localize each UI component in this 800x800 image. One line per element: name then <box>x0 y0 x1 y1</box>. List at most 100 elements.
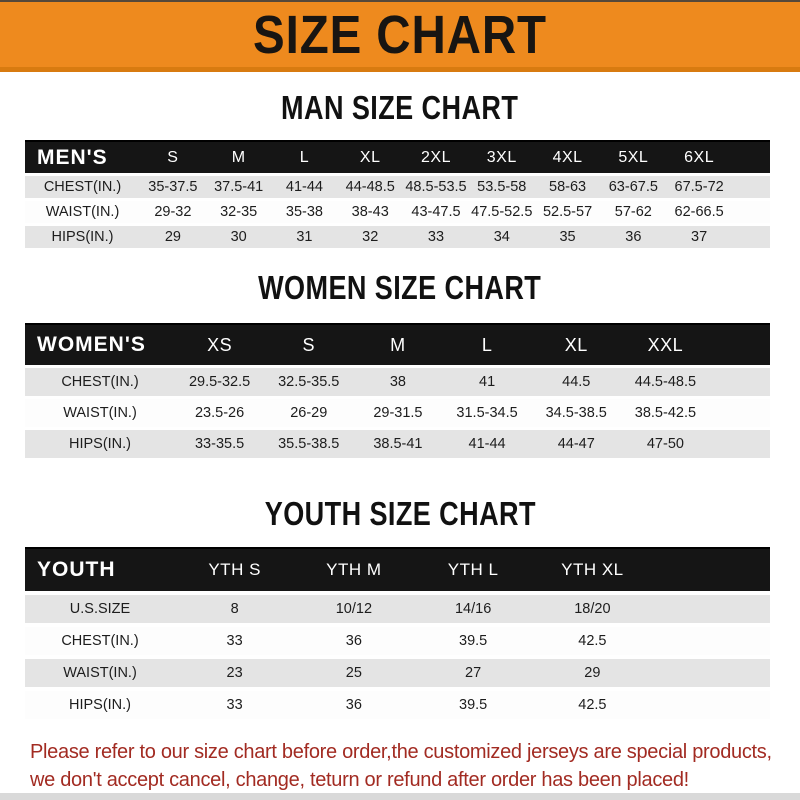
size-value-cell: 41 <box>479 374 496 390</box>
size-value-cell: 35.5-38.5 <box>278 436 340 452</box>
size-header-cell: XXL <box>647 334 684 355</box>
women-section-title: WOMEN SIZE CHART <box>258 269 542 306</box>
row-label: HIPS(IN.) <box>51 229 114 245</box>
size-value-cell: 34 <box>493 229 510 245</box>
size-value-cell: 29 <box>584 665 601 681</box>
row-label: CHEST(IN.) <box>61 633 139 649</box>
men-table-header: MEN'S S M L XL 2XL 3XL 4XL 5XL 6XL <box>25 140 770 173</box>
table-row: U.S.SIZE 8 10/12 14/16 18/20 <box>25 595 770 623</box>
size-value-cell: 43-47.5 <box>411 204 461 220</box>
youth-section-title: YOUTH SIZE CHART <box>264 495 536 532</box>
size-header-cell: L <box>481 334 493 355</box>
youth-table-header: YOUTH YTH S YTH M YTH L YTH XL <box>25 547 770 591</box>
size-value-cell: 30 <box>230 229 247 245</box>
size-value-cell: 58-63 <box>549 179 587 195</box>
size-header-cell: 4XL <box>552 148 583 166</box>
size-value-cell: 29 <box>164 229 181 245</box>
size-header-cell: M <box>231 148 246 166</box>
size-value-cell: 44.5 <box>562 374 591 390</box>
size-value-cell: 57-62 <box>614 204 652 220</box>
size-value-cell: 29.5-32.5 <box>188 374 251 390</box>
size-value-cell: 33 <box>226 697 243 713</box>
size-value-cell: 29-32 <box>154 204 192 220</box>
size-value-cell: 38 <box>389 374 406 390</box>
table-row: WAIST(IN.) 23.5-26 26-29 29-31.5 31.5-34… <box>25 399 770 427</box>
size-header-cell: XL <box>359 148 381 166</box>
table-row: WAIST(IN.) 29-32 32-35 35-38 38-43 43-47… <box>25 201 770 223</box>
size-header-cell: XS <box>207 334 233 355</box>
row-label: CHEST(IN.) <box>43 179 122 195</box>
youth-table-corner-label: YOUTH <box>37 558 116 581</box>
size-header-cell: YTH XL <box>561 560 624 579</box>
size-value-cell: 41-44 <box>285 179 323 195</box>
size-value-cell: 42.5 <box>578 633 607 649</box>
size-value-cell: 26-29 <box>290 405 328 421</box>
size-value-cell: 31 <box>296 229 313 245</box>
size-header-cell: 3XL <box>486 148 517 166</box>
size-value-cell: 10/12 <box>335 601 373 617</box>
size-value-cell: 44-48.5 <box>345 179 395 195</box>
size-value-cell: 23.5-26 <box>194 405 245 421</box>
size-value-cell: 34.5-38.5 <box>545 405 607 421</box>
size-value-cell: 41-44 <box>468 436 506 452</box>
men-section-title: MAN SIZE CHART <box>281 89 519 126</box>
size-value-cell: 35-37.5 <box>148 179 198 195</box>
women-table-corner-label: WOMEN'S <box>37 333 146 356</box>
size-value-cell: 47-50 <box>646 436 684 452</box>
banner-title: SIZE CHART <box>253 4 547 65</box>
size-value-cell: 36 <box>345 633 362 649</box>
women-size-table: WOMEN'S XS S M L XL XXL CHEST(IN.) 29.5-… <box>25 323 770 458</box>
size-chart-banner: SIZE CHART <box>0 0 800 72</box>
size-value-cell: 25 <box>345 665 362 681</box>
size-value-cell: 38-43 <box>351 204 389 220</box>
row-label: WAIST(IN.) <box>45 204 120 220</box>
size-value-cell: 42.5 <box>578 697 607 713</box>
size-value-cell: 29-31.5 <box>373 405 423 421</box>
size-header-cell: 6XL <box>684 148 715 166</box>
size-value-cell: 44-47 <box>557 436 595 452</box>
size-value-cell: 39.5 <box>459 633 488 649</box>
size-value-cell: 53.5-58 <box>477 179 527 195</box>
row-label: U.S.SIZE <box>69 601 131 617</box>
size-header-cell: YTH S <box>208 560 261 579</box>
size-header-cell: S <box>167 148 179 166</box>
size-value-cell: 33 <box>427 229 445 245</box>
table-row: HIPS(IN.) 33 36 39.5 42.5 <box>25 691 770 719</box>
bottom-divider <box>0 793 800 800</box>
size-value-cell: 63-67.5 <box>608 179 658 195</box>
order-notice: Please refer to our size chart before or… <box>0 738 800 794</box>
size-value-cell: 33 <box>226 633 243 649</box>
order-notice-line2: we don't accept cancel, change, teturn o… <box>30 769 689 791</box>
row-label: CHEST(IN.) <box>61 374 139 390</box>
size-value-cell: 8 <box>230 601 239 617</box>
size-value-cell: 31.5-34.5 <box>456 405 518 421</box>
size-header-cell: L <box>299 148 310 166</box>
size-header-cell: YTH L <box>447 560 499 579</box>
size-value-cell: 44.5-48.5 <box>634 374 697 390</box>
row-label: WAIST(IN.) <box>63 665 137 681</box>
men-table-corner-label: MEN'S <box>37 145 108 169</box>
table-row: HIPS(IN.) 33-35.5 35.5-38.5 38.5-41 41-4… <box>25 430 770 458</box>
size-value-cell: 47.5-52.5 <box>471 204 533 220</box>
size-header-cell: S <box>302 334 315 355</box>
size-header-cell: M <box>390 334 406 355</box>
size-header-cell: 2XL <box>421 148 451 166</box>
size-value-cell: 36 <box>625 229 642 245</box>
size-value-cell: 48.5-53.5 <box>405 179 467 195</box>
size-value-cell: 67.5-72 <box>674 179 724 195</box>
size-header-cell: 5XL <box>618 148 649 166</box>
size-value-cell: 35 <box>559 229 576 245</box>
size-value-cell: 39.5 <box>459 697 488 713</box>
size-value-cell: 32-35 <box>220 204 258 220</box>
size-value-cell: 36 <box>345 697 362 713</box>
size-value-cell: 18/20 <box>574 601 611 617</box>
size-value-cell: 62-66.5 <box>674 204 724 220</box>
size-value-cell: 32 <box>362 229 379 245</box>
size-value-cell: 38.5-41 <box>373 436 423 452</box>
size-value-cell: 14/16 <box>454 601 492 617</box>
youth-size-table: YOUTH YTH S YTH M YTH L YTH XL U.S.SIZE … <box>25 547 770 719</box>
size-value-cell: 27 <box>465 665 482 681</box>
women-table-header: WOMEN'S XS S M L XL XXL <box>25 323 770 365</box>
row-label: HIPS(IN.) <box>68 697 132 713</box>
size-header-cell: YTH M <box>326 560 382 579</box>
